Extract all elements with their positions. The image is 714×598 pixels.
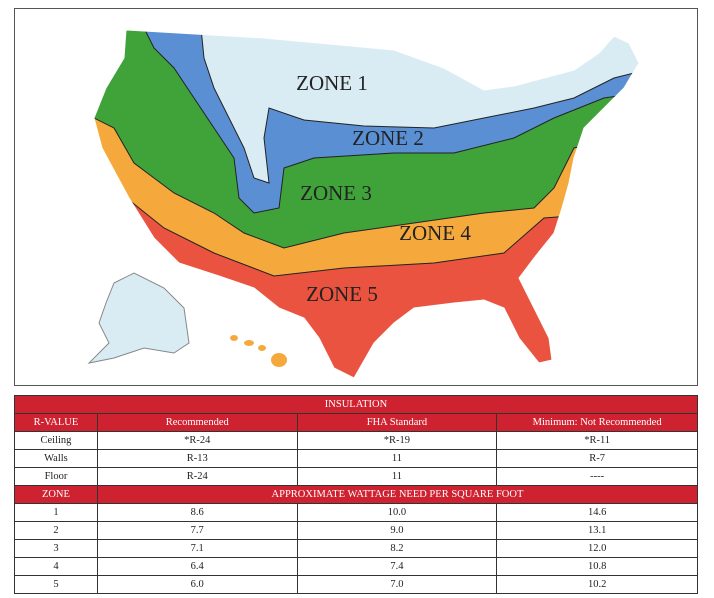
zone-map: ZONE 1 ZONE 2 ZONE 3 ZONE 4 ZONE 5 [14, 8, 698, 386]
table-cell: 1 [14, 503, 98, 522]
table-cell: R-7 [496, 449, 698, 468]
zone-label: ZONE 3 [300, 181, 372, 205]
zone-label: ZONE 1 [296, 71, 368, 95]
table-cell: R-24 [96, 467, 298, 486]
table-cell: 2 [14, 521, 98, 540]
zone-label: ZONE 5 [306, 282, 378, 306]
table-cell: 13.1 [496, 521, 698, 540]
table-cell: 10.0 [296, 503, 498, 522]
table-cell: 6.0 [96, 575, 298, 594]
table-cell: APPROXIMATE WATTAGE NEED PER SQUARE FOOT [96, 485, 699, 504]
table-cell: 9.0 [296, 521, 498, 540]
table-row: 5 6.0 7.0 10.2 [14, 575, 698, 594]
table-row: 4 6.4 7.4 10.8 [14, 557, 698, 576]
table-cell: ---- [496, 467, 698, 486]
table-cell: *R-24 [96, 431, 298, 450]
zone-label: ZONE 4 [399, 221, 471, 245]
table-row: Floor R-24 11 ---- [14, 467, 698, 486]
table-cell: Recommended [96, 413, 298, 432]
table-cell: 4 [14, 557, 98, 576]
table-cell: FHA Standard [296, 413, 498, 432]
insulation-table: INSULATION R-VALUE Recommended FHA Standard… [14, 395, 699, 594]
table-cell: *R-19 [296, 431, 498, 450]
table-cell: 7.1 [96, 539, 298, 558]
table-cell: 5 [14, 575, 98, 594]
table-cell: 11 [296, 449, 498, 468]
table-cell: 7.4 [296, 557, 498, 576]
table-row: Ceiling *R-24 *R-19 *R-11 [14, 431, 698, 450]
table-cell: 11 [296, 467, 498, 486]
table-row: ZONE APPROXIMATE WATTAGE NEED PER SQUARE … [14, 485, 699, 504]
table-row: 2 7.7 9.0 13.1 [14, 521, 698, 540]
us-outline [93, 29, 640, 379]
table-cell: 12.0 [496, 539, 698, 558]
table-cell: 6.4 [96, 557, 298, 576]
table-row: 3 7.1 8.2 12.0 [14, 539, 698, 558]
island [230, 335, 238, 341]
table-cell: R-13 [96, 449, 298, 468]
table-row: 1 8.6 10.0 14.6 [14, 503, 698, 522]
table-row: INSULATION [14, 395, 698, 414]
table-cell: 8.2 [296, 539, 498, 558]
table-cell: Minimum: Not Recommended [496, 413, 698, 432]
table-cell: 3 [14, 539, 98, 558]
table-cell: Ceiling [14, 431, 98, 450]
hawaii [230, 335, 287, 367]
island [244, 340, 254, 346]
table-cell: Floor [14, 467, 98, 486]
table-cell: 10.2 [496, 575, 698, 594]
table-row: R-VALUE Recommended FHA Standard Minimum: N… [14, 413, 698, 432]
zone-labels: ZONE 1 ZONE 2 ZONE 3 ZONE 4 ZONE 5 [296, 71, 471, 306]
island [258, 345, 266, 351]
alaska [87, 272, 190, 364]
table-cell: 7.7 [96, 521, 298, 540]
table-cell: ZONE [14, 485, 98, 504]
island [271, 353, 287, 367]
table-cell: INSULATION [14, 395, 698, 414]
table-row: Walls R-13 11 R-7 [14, 449, 698, 468]
table-cell: *R-11 [496, 431, 698, 450]
table-cell: 10.8 [496, 557, 698, 576]
table-cell: 14.6 [496, 503, 698, 522]
table-cell: Walls [14, 449, 98, 468]
table-cell: 8.6 [96, 503, 298, 522]
table-cell: R-VALUE [14, 413, 98, 432]
zone-label: ZONE 2 [352, 126, 424, 150]
table-cell: 7.0 [296, 575, 498, 594]
